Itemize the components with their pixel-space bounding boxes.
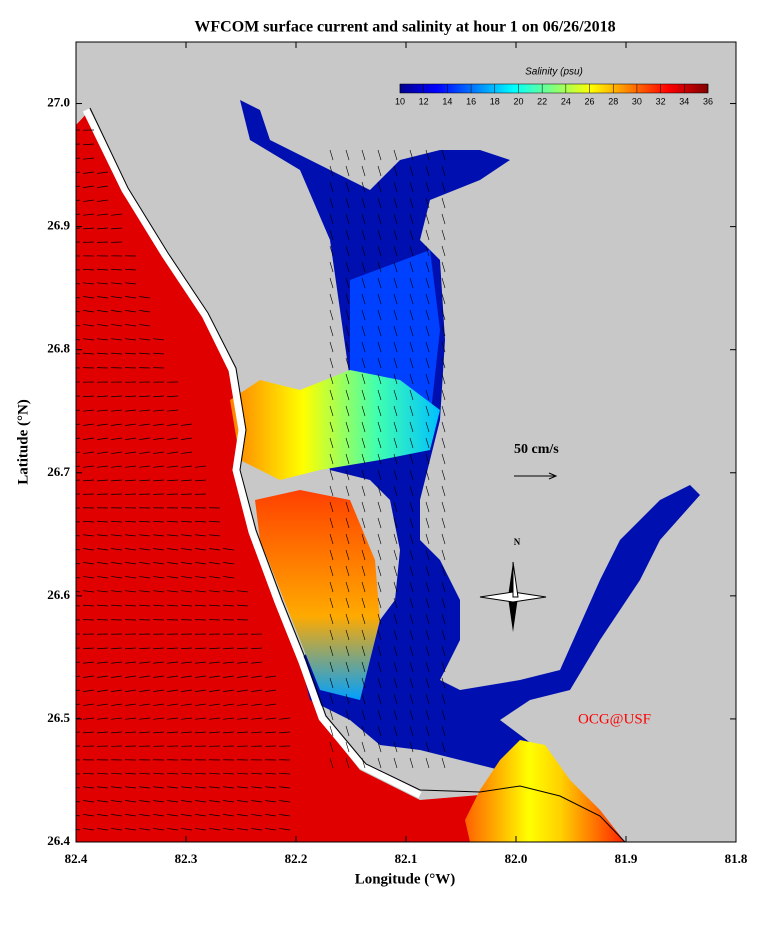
colorbar-tick-label: 14 bbox=[442, 96, 452, 106]
chart-title: WFCOM surface current and salinity at ho… bbox=[194, 19, 615, 36]
y-tick-label: 26.5 bbox=[47, 710, 70, 725]
colorbar-tick-label: 18 bbox=[490, 96, 500, 106]
compass-label: N bbox=[514, 537, 521, 547]
x-tick-label: 82.0 bbox=[505, 851, 528, 866]
colorbar-tick-label: 34 bbox=[679, 96, 689, 106]
x-tick-label: 82.4 bbox=[65, 851, 88, 866]
credit: OCG@USF bbox=[578, 711, 651, 727]
colorbar-tick-label: 24 bbox=[561, 96, 571, 106]
colorbar-tick-label: 36 bbox=[703, 96, 713, 106]
y-tick-label: 26.6 bbox=[47, 587, 70, 602]
y-tick-label: 27.0 bbox=[47, 95, 70, 110]
colorbar-tick-label: 12 bbox=[419, 96, 429, 106]
colorbar-tick-label: 32 bbox=[656, 96, 666, 106]
colorbar-label: Salinity (psu) bbox=[525, 67, 583, 78]
x-tick-label: 82.3 bbox=[175, 851, 198, 866]
x-tick-label: 81.8 bbox=[725, 851, 748, 866]
colorbar-tick-label: 22 bbox=[537, 96, 547, 106]
y-tick-label: 26.4 bbox=[47, 833, 70, 848]
colorbar-tick-label: 28 bbox=[608, 96, 618, 106]
colorbar-tick-label: 16 bbox=[466, 96, 476, 106]
scale-label: 50 cm/s bbox=[514, 442, 559, 457]
y-tick-label: 26.7 bbox=[47, 464, 70, 479]
colorbar-tick-label: 20 bbox=[513, 96, 523, 106]
colorbar-tick-label: 30 bbox=[632, 96, 642, 106]
x-tick-label: 82.2 bbox=[285, 851, 308, 866]
x-tick-label: 82.1 bbox=[395, 851, 418, 866]
colorbar-tick-label: 26 bbox=[585, 96, 595, 106]
colorbar-tick-label: 10 bbox=[395, 96, 405, 106]
y-tick-label: 26.9 bbox=[47, 218, 70, 233]
x-axis-label: Longitude (°W) bbox=[355, 871, 456, 887]
y-axis-label: Latitude (°N) bbox=[15, 399, 31, 485]
x-tick-label: 81.9 bbox=[615, 851, 638, 866]
colorbar bbox=[400, 84, 708, 93]
y-tick-label: 26.8 bbox=[47, 341, 70, 356]
